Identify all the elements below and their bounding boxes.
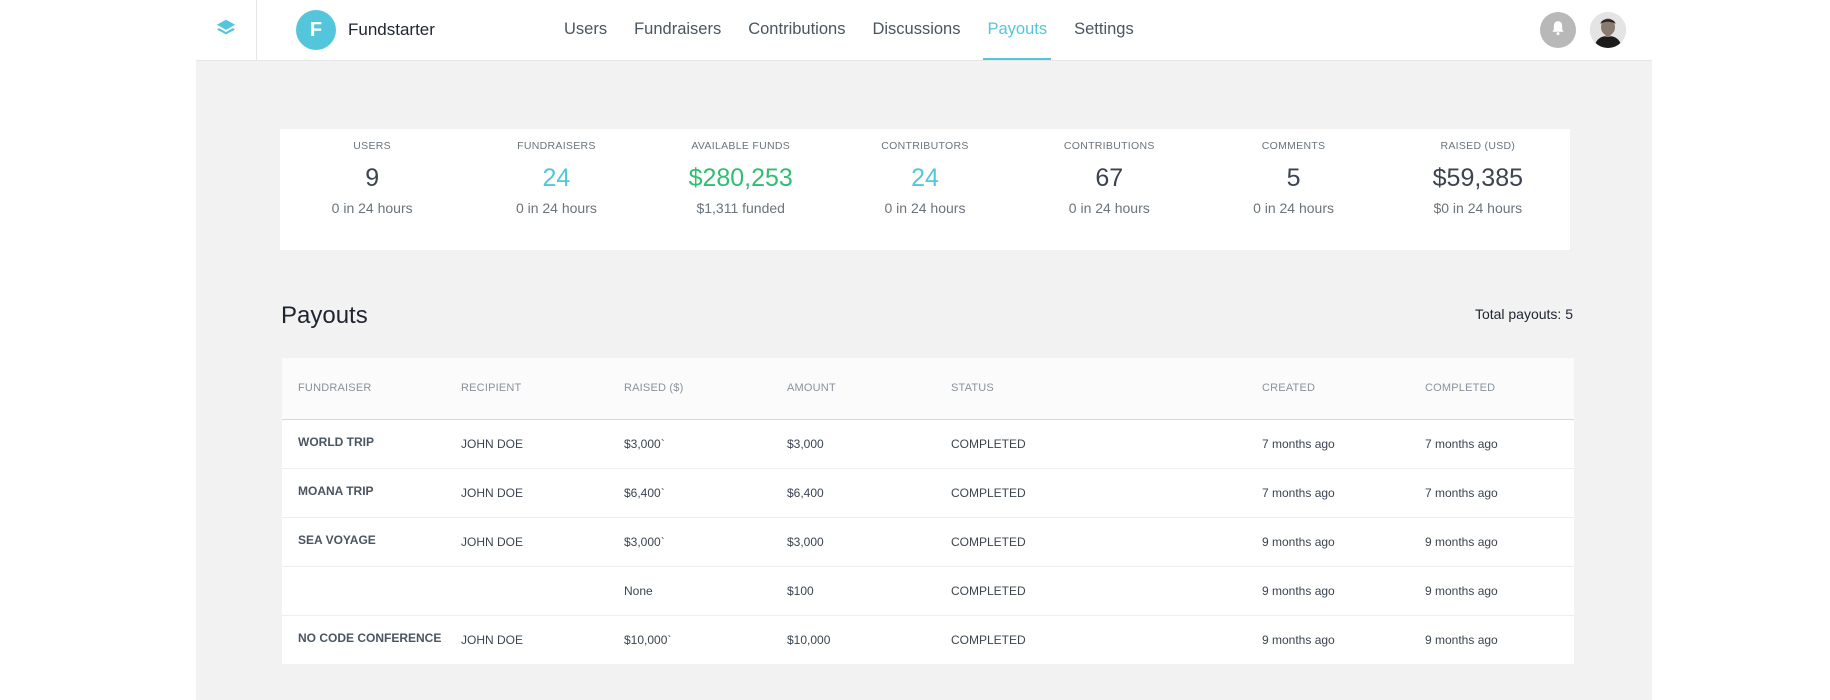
stat-value: $280,253 [688,164,793,192]
stat-value: 24 [542,164,571,192]
stat-label: AVAILABLE FUNDS [691,140,791,152]
column-header-status[interactable]: STATUS [951,382,994,394]
column-header-created[interactable]: CREATED [1262,382,1316,394]
stat-value: 9 [365,164,380,192]
status-cell: COMPLETED [951,486,1026,500]
completed-cell: 7 months ago [1425,437,1498,451]
user-avatar[interactable] [1590,12,1626,48]
brand[interactable]: F Fundstarter [296,10,435,50]
column-header-amount[interactable]: AMOUNT [787,382,836,394]
table-row[interactable]: None $100 COMPLETED 9 months ago 9 month… [282,567,1574,616]
page-title: Payouts [281,302,368,329]
stat-label: FUNDRAISERS [517,140,596,152]
brand-logo: F [296,10,336,50]
stat-value: $59,385 [1432,164,1524,192]
fundraiser-cell[interactable]: SEA VOYAGE [298,533,376,547]
raised-cell: $3,000` [624,535,665,549]
recipient-cell: JOHN DOE [461,486,524,500]
created-cell: 9 months ago [1262,584,1335,598]
stat-subtext: 0 in 24 hours [515,200,597,216]
status-cell: COMPLETED [951,633,1026,647]
nav-fundraisers[interactable]: Fundraisers [634,20,722,38]
stat-label: CONTRIBUTORS [881,140,969,152]
top-navigation-bar: F Fundstarter Users Fundraisers Contribu… [196,0,1652,61]
stats-card: USERS 9 0 in 24 hours FUNDRAISERS 24 0 i… [280,129,1570,250]
completed-cell: 9 months ago [1425,535,1498,549]
created-cell: 9 months ago [1262,535,1335,549]
stat-label: RAISED (USD) [1440,140,1516,152]
completed-cell: 9 months ago [1425,584,1498,598]
table-row[interactable]: MOANA TRIP JOHN DOE $6,400` $6,400 COMPL… [282,469,1574,518]
column-header-recipient[interactable]: RECIPIENT [461,382,522,394]
stat-label: COMMENTS [1261,140,1326,152]
total-payouts: Total payouts: 5 [1474,306,1573,322]
created-cell: 7 months ago [1262,437,1335,451]
created-cell: 7 months ago [1262,486,1335,500]
stat-subtext: 0 in 24 hours [331,200,413,216]
completed-cell: 9 months ago [1425,633,1498,647]
fundraiser-cell[interactable]: MOANA TRIP [298,484,374,498]
status-cell: COMPLETED [951,535,1026,549]
fundraiser-cell[interactable]: NO CODE CONFERENCE [298,631,442,645]
stat-subtext: $1,311 funded [696,200,785,216]
stat-raised-usd: RAISED (USD) $59,385 $0 in 24 hours [1386,129,1570,250]
amount-cell: $10,000 [787,633,831,647]
recipient-cell: JOHN DOE [461,437,524,451]
stat-comments: COMMENTS 5 0 in 24 hours [1201,129,1385,250]
amount-cell: $3,000 [787,535,824,549]
nav-contributions[interactable]: Contributions [748,20,846,38]
status-cell: COMPLETED [951,584,1026,598]
stat-value: 5 [1286,164,1301,192]
stat-available-funds: AVAILABLE FUNDS $280,253 $1,311 funded [649,129,833,250]
column-header-completed[interactable]: COMPLETED [1425,382,1496,394]
table-row[interactable]: SEA VOYAGE JOHN DOE $3,000` $3,000 COMPL… [282,518,1574,567]
recipient-cell: JOHN DOE [461,633,524,647]
brand-name: Fundstarter [348,20,435,39]
stat-subtext: 0 in 24 hours [1068,200,1150,216]
stat-subtext: 0 in 24 hours [1253,200,1335,216]
nav-discussions[interactable]: Discussions [872,20,961,38]
stat-contributions: CONTRIBUTIONS 67 0 in 24 hours [1017,129,1201,250]
stat-label: CONTRIBUTIONS [1063,140,1155,152]
nav-settings[interactable]: Settings [1074,20,1134,38]
amount-cell: $3,000 [787,437,824,451]
column-header-raised[interactable]: RAISED ($) [624,382,684,394]
amount-cell: $6,400 [787,486,824,500]
nav-payouts[interactable]: Payouts [983,0,1052,60]
layers-menu-button[interactable] [196,0,257,60]
column-header-fundraiser[interactable]: FUNDRAISER [298,382,372,394]
table-row[interactable]: WORLD TRIP JOHN DOE $3,000` $3,000 COMPL… [282,420,1574,469]
amount-cell: $100 [787,584,814,598]
raised-cell: None [624,584,653,598]
stat-fundraisers: FUNDRAISERS 24 0 in 24 hours [464,129,648,250]
completed-cell: 7 months ago [1425,486,1498,500]
stat-contributors: CONTRIBUTORS 24 0 in 24 hours [833,129,1017,250]
raised-cell: $6,400` [624,486,665,500]
stat-users: USERS 9 0 in 24 hours [280,129,464,250]
stat-label: USERS [353,140,391,152]
stat-subtext: $0 in 24 hours [1433,200,1523,216]
table-row[interactable]: NO CODE CONFERENCE JOHN DOE $10,000` $10… [282,616,1574,664]
stat-subtext: 0 in 24 hours [884,200,966,216]
table-header: FUNDRAISER RECIPIENT RAISED ($) AMOUNT S… [282,358,1574,420]
fundraiser-cell[interactable]: WORLD TRIP [298,435,374,449]
status-cell: COMPLETED [951,437,1026,451]
nav-users[interactable]: Users [564,20,608,38]
recipient-cell: JOHN DOE [461,535,524,549]
bell-icon [1549,19,1567,42]
stat-value: 67 [1095,164,1124,192]
stat-value: 24 [911,164,939,192]
notifications-button[interactable] [1540,12,1576,48]
payouts-table: FUNDRAISER RECIPIENT RAISED ($) AMOUNT S… [282,358,1574,664]
created-cell: 9 months ago [1262,633,1335,647]
main-nav: Users Fundraisers Contributions Discussi… [560,0,1157,60]
layers-icon [215,17,237,44]
raised-cell: $3,000` [624,437,665,451]
raised-cell: $10,000` [624,633,672,647]
